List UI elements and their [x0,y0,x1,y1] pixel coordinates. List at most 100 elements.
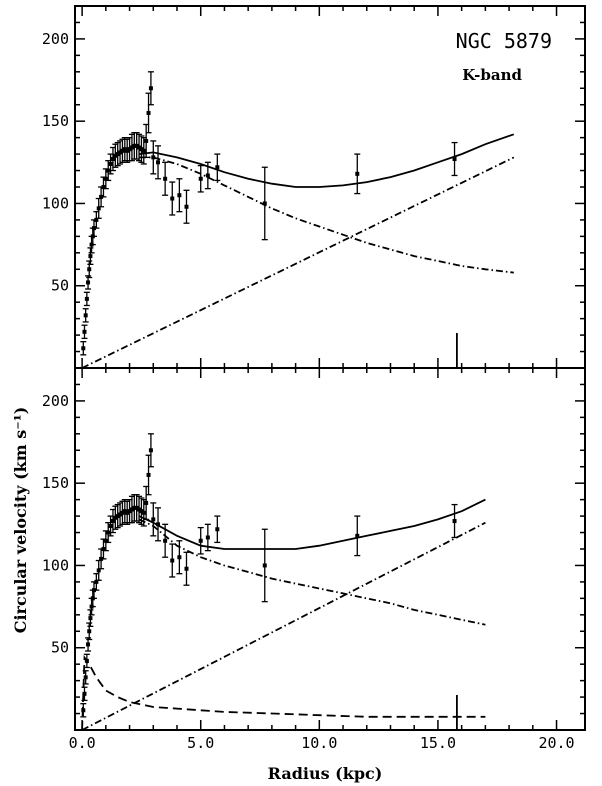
x-tick-label: 15.0 [420,734,456,752]
series-line-dash-dot [139,156,514,274]
data-point [144,500,149,505]
data-point [137,507,142,512]
data-point [118,150,123,155]
data-point [127,147,132,152]
chart-subtitle: K-band [462,66,522,84]
data-point [198,176,203,181]
data-point [127,509,132,514]
data-point [132,505,137,510]
data-point [125,510,130,515]
series-line-solid [138,498,486,550]
data-point [103,176,108,181]
data-point [156,522,161,527]
data-point [215,165,220,170]
y-tick-label: 100 [42,556,69,574]
data-point [355,533,360,538]
series-line-solid [138,133,515,188]
data-point [132,143,137,148]
y-tick-label: 100 [42,194,69,212]
data-point [198,538,203,543]
data-point [84,296,89,301]
series-line-dashed [81,654,486,731]
data-point [355,171,360,176]
data-point [106,168,111,173]
data-point [452,157,457,162]
data-point [110,519,115,524]
data-point [83,313,88,318]
y-tick-label: 50 [51,639,69,657]
data-point [148,86,153,91]
data-point [84,658,89,663]
data-point [137,145,142,150]
data-point [113,515,118,520]
y-axis-label: Circular velocity (km s⁻¹) [11,407,30,634]
data-point [170,196,175,201]
y-tick-label: 50 [51,277,69,295]
data-point [86,280,91,285]
data-point [156,160,161,165]
plot-frame [74,367,586,731]
data-point [82,329,87,334]
data-point [177,193,182,198]
data-point [108,523,113,528]
data-point [184,204,189,209]
data-point [108,161,113,166]
data-point [146,472,151,477]
data-point [134,505,139,510]
data-point [94,217,99,222]
data-point [82,691,87,696]
chart-title: NGC 5879 [456,29,552,53]
data-point [96,206,101,211]
data-point [96,568,101,573]
data-point [88,616,93,621]
series-line-dash-dot [81,521,486,731]
data-point [205,173,210,178]
data-point [94,579,99,584]
data-point [81,346,86,351]
data-point [129,507,134,512]
data-point [144,138,149,143]
data-point [81,708,86,713]
data-point [151,517,156,522]
data-point [139,509,144,514]
y-tick-label: 200 [42,30,69,48]
data-point [122,509,127,514]
x-axis-label: Radius (kpc) [268,764,383,783]
x-tick-label: 10.0 [301,734,337,752]
data-point [262,563,267,568]
data-point [115,514,120,519]
data-point [170,558,175,563]
data-point [139,147,144,152]
data-point [110,157,115,162]
data-point [113,153,118,158]
data-point [134,143,139,148]
data-point [106,530,111,535]
top-panel: 50 100 150 200 [42,5,586,369]
data-point [215,527,220,532]
data-point [148,448,153,453]
data-point [122,147,127,152]
data-point [86,642,91,647]
data-point [141,510,146,515]
data-point [120,510,125,515]
x-tick-label: 0.0 [69,734,96,752]
data-point [452,519,457,524]
data-point [101,185,106,189]
data-point [146,110,151,115]
data-point [87,267,92,272]
y-tick-label: 150 [42,474,69,492]
data-point [163,538,168,543]
y-tick-label: 150 [42,112,69,130]
data-point [163,176,168,181]
data-point [115,152,120,157]
y-tick-label: 200 [42,392,69,410]
bottom-panel: 50 100 150 200 0.0 5.0 10.0 15.0 20.0 [42,367,586,752]
data-point [103,538,108,543]
data-point [129,145,134,150]
x-tick-label: 5.0 [187,734,214,752]
data-point [184,566,189,571]
data-point [205,535,210,540]
data-point [125,148,130,153]
data-point [83,675,88,680]
